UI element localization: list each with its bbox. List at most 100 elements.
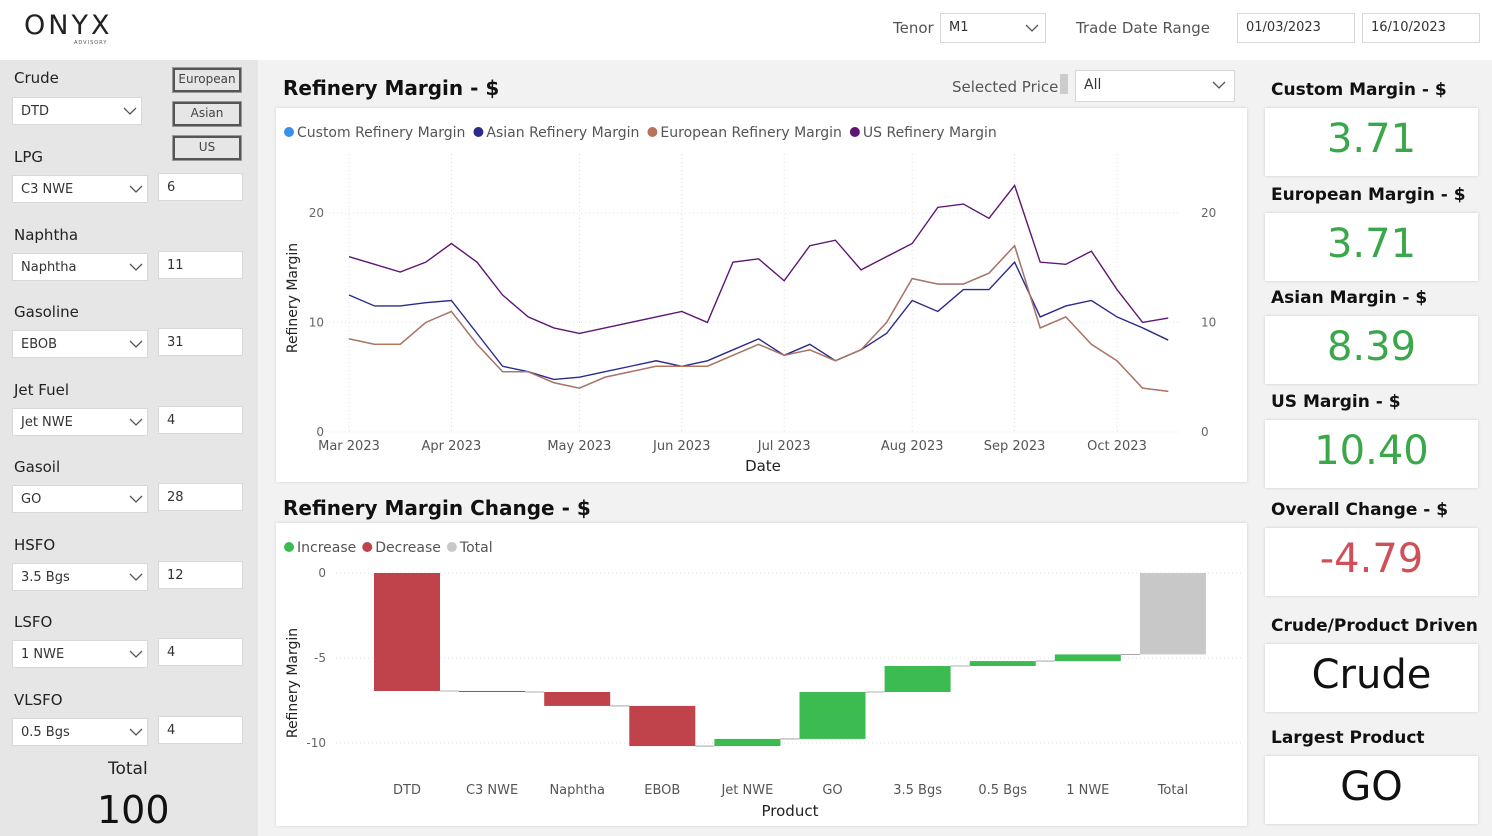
legend-dot — [284, 127, 294, 137]
bar — [544, 692, 611, 706]
x-tick-label: Oct 2023 — [1087, 439, 1147, 454]
x-tick-label: GO — [822, 783, 842, 798]
kpi-value: -4.79 — [1319, 536, 1424, 582]
date-range-label: Trade Date Range — [1076, 19, 1210, 37]
product-dropdown[interactable]: GO — [12, 485, 148, 513]
kpi-card: GO — [1265, 756, 1478, 824]
bar — [884, 665, 951, 692]
chevron — [129, 418, 143, 426]
product-dropdown[interactable]: Jet NWE — [12, 407, 148, 436]
bar — [714, 738, 781, 747]
x-tick-label: Aug 2023 — [881, 439, 944, 454]
chevron-path — [129, 340, 143, 348]
product-dropdown[interactable]: 0.5 Bgs — [12, 717, 148, 746]
product-label: Jet Fuel — [14, 380, 70, 399]
weight-input[interactable]: 28 — [158, 483, 243, 511]
date-to[interactable]: 16/10/2023 — [1362, 13, 1480, 43]
chevron-path — [129, 650, 143, 658]
crude-button[interactable]: European — [172, 67, 242, 93]
y-tick-label: 0 — [316, 425, 324, 439]
product-label: HSFO — [14, 535, 56, 554]
bar — [374, 573, 440, 691]
kpi-card: Crude — [1265, 644, 1478, 712]
bar — [1139, 573, 1206, 655]
x-tick-label: Jul 2023 — [757, 439, 811, 454]
y-axis-label: Refinery Margin — [285, 243, 301, 353]
weight-input[interactable]: 6 — [158, 173, 243, 201]
kpi-value: Crude — [1311, 652, 1432, 698]
legend-label: Custom Refinery Margin — [297, 125, 465, 141]
kpi-title: European Margin - $ — [1271, 185, 1466, 205]
kpi-card: 3.71 — [1265, 108, 1478, 176]
tenor-dropdown[interactable]: M1 — [940, 13, 1046, 43]
crude-dropdown[interactable]: DTD — [12, 97, 142, 125]
kpi-value: 10.40 — [1314, 428, 1429, 474]
x-tick-label: EBOB — [644, 783, 680, 798]
weight-input[interactable]: 4 — [158, 405, 243, 434]
y-axis-label: Refinery Margin — [285, 628, 301, 738]
kpi-title: US Margin - $ — [1271, 392, 1401, 412]
x-tick-label: 1 NWE — [1066, 783, 1109, 798]
kpi-title: Largest Product — [1271, 728, 1425, 748]
bar — [459, 690, 526, 692]
product-dropdown[interactable]: 1 NWE — [12, 640, 148, 668]
chevron-path — [129, 573, 143, 581]
weight-input[interactable]: 31 — [158, 328, 243, 356]
legend-dot — [849, 127, 860, 137]
kpi-title: Crude/Product Driven — [1271, 616, 1478, 636]
legend-label: Total — [459, 540, 493, 556]
legend-dot — [284, 542, 294, 552]
kpi-card: 3.71 — [1265, 213, 1478, 281]
tenor-label: Tenor — [893, 19, 934, 37]
line-title: Refinery Margin - $ — [283, 76, 500, 100]
product-label: Gasoline — [14, 303, 79, 321]
selected-price-dropdown[interactable]: All — [1075, 70, 1235, 102]
chevron — [129, 495, 143, 503]
x-tick-label: Mar 2023 — [318, 439, 380, 454]
product-dropdown[interactable]: C3 NWE — [12, 175, 148, 203]
x-tick-label: May 2023 — [547, 439, 611, 454]
date-from[interactable]: 01/03/2023 — [1237, 13, 1355, 43]
legend-dot — [362, 542, 373, 552]
line-chart: Custom Refinery Margin Asian Refinery Mar… — [276, 108, 1247, 482]
y2-tick-label: 20 — [1201, 206, 1216, 220]
y-tick-label: 0 — [318, 566, 326, 580]
kpi-title: Asian Margin - $ — [1271, 288, 1428, 308]
y-tick-label: 20 — [309, 206, 324, 220]
weight-input[interactable]: 4 — [158, 638, 243, 666]
chevron — [129, 728, 143, 736]
chevron-path — [1025, 24, 1039, 32]
kpi-card: 8.39 — [1265, 316, 1478, 384]
legend-dot — [647, 127, 658, 137]
product-dropdown[interactable]: Naphtha — [12, 252, 148, 281]
weight-input[interactable]: 12 — [158, 560, 243, 589]
header: ONYX ADVISORY Tenor M1 Trade Date Range … — [0, 0, 1492, 60]
chevron — [129, 340, 143, 348]
legend-dot — [473, 127, 484, 137]
kpi-value: 3.71 — [1326, 116, 1417, 162]
chevron-path — [129, 418, 143, 426]
x-tick-label: Jet NWE — [720, 783, 773, 798]
product-dropdown[interactable]: EBOB — [12, 330, 148, 358]
total-label: Total — [108, 759, 148, 779]
kpi-title: Overall Change - $ — [1271, 500, 1449, 520]
chevron — [123, 107, 137, 115]
weight-input[interactable]: 4 — [158, 715, 243, 744]
crude-button[interactable]: US — [172, 135, 242, 161]
product-label: Naphtha — [14, 225, 79, 244]
x-tick-label: Jun 2023 — [652, 439, 711, 454]
x-tick-label: Naphtha — [549, 783, 605, 798]
kpi-column: Custom Margin - $ 3.71 European Margin - $… — [1262, 70, 1484, 836]
product-label: Gasoil — [14, 458, 61, 476]
chevron-path — [123, 107, 137, 115]
crude-label: Crude — [14, 69, 59, 87]
series-line — [348, 183, 1169, 335]
weight-input[interactable]: 11 — [158, 250, 243, 279]
legend-label: Increase — [297, 540, 356, 556]
legend-label: European Refinery Margin — [660, 125, 841, 141]
crude-button[interactable]: Asian — [172, 101, 242, 127]
bar — [629, 705, 696, 747]
product-dropdown[interactable]: 3.5 Bgs — [12, 562, 148, 591]
bar — [969, 661, 1036, 666]
